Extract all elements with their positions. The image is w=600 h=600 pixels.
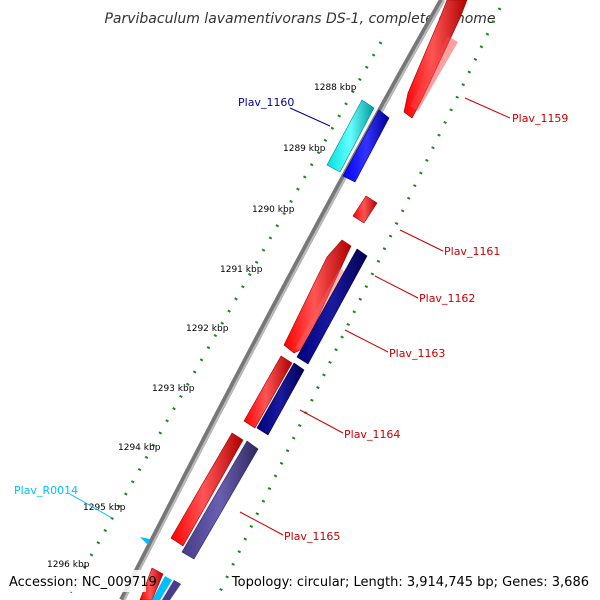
gene-plav-1160[interactable]: [326, 99, 375, 173]
inner-dotted-guide: [214, 7, 502, 600]
tick-label: 1291 kbp: [220, 265, 263, 275]
tick-label: 1294 kbp: [118, 443, 161, 453]
tick-label: 1289 kbp: [283, 144, 326, 154]
gene-plav-1164[interactable]: [243, 355, 293, 429]
topology-backdrop: [256, 570, 594, 592]
gene-partial-cyan[interactable]: [152, 576, 172, 600]
leader-plav-1159: [464, 97, 511, 119]
gene-plav-1163[interactable]: [296, 248, 368, 365]
gene-plav-1165-strand[interactable]: [181, 440, 259, 560]
gene-label-plav-1164[interactable]: Plav_1164: [344, 428, 400, 441]
gene-labels: Plav_1159 Plav_1160 Plav_1161 Plav_1162 …: [14, 96, 568, 543]
map-title: Parvibaculum lavamentivorans DS-1, compl…: [104, 11, 495, 27]
gene-partial-slate[interactable]: [162, 580, 181, 600]
gene-plav-1161[interactable]: [352, 195, 378, 224]
gene-plav-1160-strand[interactable]: [342, 109, 390, 183]
gene-plav-1165[interactable]: [170, 432, 244, 547]
leader-plav-1163: [344, 329, 389, 353]
gene-label-plav-1159[interactable]: Plav_1159: [512, 112, 568, 125]
genome-backbone: [119, 0, 445, 600]
genome-backbone-highlight: [123, 0, 445, 600]
gene-plav-1162[interactable]: [283, 239, 352, 354]
gene-label-plav-1162[interactable]: Plav_1162: [419, 292, 475, 305]
accession-backdrop: [6, 570, 146, 592]
tick-labels: 1288 kbp 1289 kbp 1290 kbp 1291 kbp 1292…: [47, 83, 357, 570]
gene-features: [139, 0, 468, 600]
leader-lines: [69, 97, 511, 536]
topology-text: Topology: circular; Length: 3,914,745 bp…: [231, 575, 589, 590]
gene-label-plav-1163[interactable]: Plav_1163: [389, 347, 445, 360]
gene-plav-r0014[interactable]: [140, 537, 150, 545]
gene-label-plav-1165[interactable]: Plav_1165: [284, 530, 340, 543]
gene-plav-1162-shade: [295, 268, 345, 351]
gene-label-plav-1161[interactable]: Plav_1161: [444, 245, 500, 258]
leader-plav-1162: [374, 275, 419, 299]
tick-label: 1292 kbp: [186, 324, 229, 334]
accession-text: Accession: NC_009719: [9, 575, 157, 590]
gene-plav-1159-shade: [410, 36, 458, 111]
gene-plav-1164-strand[interactable]: [256, 362, 305, 436]
leader-plav-r0014: [69, 493, 113, 519]
tick-label: 1288 kbp: [314, 83, 357, 93]
leader-plav-1165: [239, 511, 284, 536]
leader-plav-1164: [299, 409, 344, 434]
tick-label: 1295 kbp: [83, 503, 126, 513]
tick-label: 1296 kbp: [47, 560, 90, 570]
gene-label-plav-1160[interactable]: Plav_1160: [238, 96, 294, 109]
leader-plav-1161: [399, 229, 444, 252]
gene-label-plav-r0014[interactable]: Plav_R0014: [14, 484, 78, 497]
leader-plav-1160: [289, 107, 331, 127]
tick-label: 1293 kbp: [152, 384, 195, 394]
outer-dotted-guide: [64, 41, 383, 600]
tick-label: 1290 kbp: [252, 205, 295, 215]
